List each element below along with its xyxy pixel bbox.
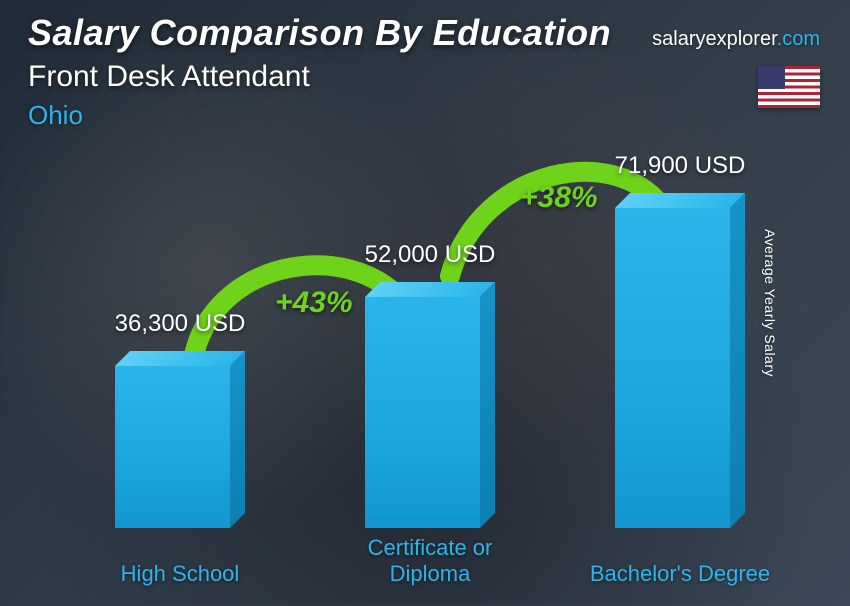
bar-value-bachelors: 71,900 USD	[580, 152, 780, 180]
delta-label-2: +38%	[520, 181, 598, 215]
infographic-canvas: Salary Comparison By Education Front Des…	[0, 0, 850, 606]
brand-prefix: salaryexplorer	[652, 28, 777, 50]
bar-bachelors: 71,900 USD	[615, 208, 745, 528]
bar-label-certificate: Certificate or Diploma	[330, 535, 530, 586]
flag-us-icon	[758, 66, 820, 108]
bar-chart: +43% +38% 36,300 USD High School	[60, 156, 800, 586]
bar-label-high-school: High School	[80, 561, 280, 586]
location-label: Ohio	[28, 100, 83, 131]
bar-value-certificate: 52,000 USD	[330, 241, 530, 269]
page-subtitle: Front Desk Attendant	[28, 60, 310, 94]
bar-certificate: 52,000 USD	[365, 297, 495, 528]
delta-label-1: +43%	[275, 286, 353, 320]
page-title: Salary Comparison By Education	[28, 12, 611, 54]
bar-label-bachelors: Bachelor's Degree	[580, 561, 780, 586]
bar-high-school: 36,300 USD	[115, 366, 245, 528]
brand-label: salaryexplorer.com	[652, 28, 820, 51]
bar-value-high-school: 36,300 USD	[80, 310, 280, 338]
brand-suffix: .com	[777, 28, 820, 50]
